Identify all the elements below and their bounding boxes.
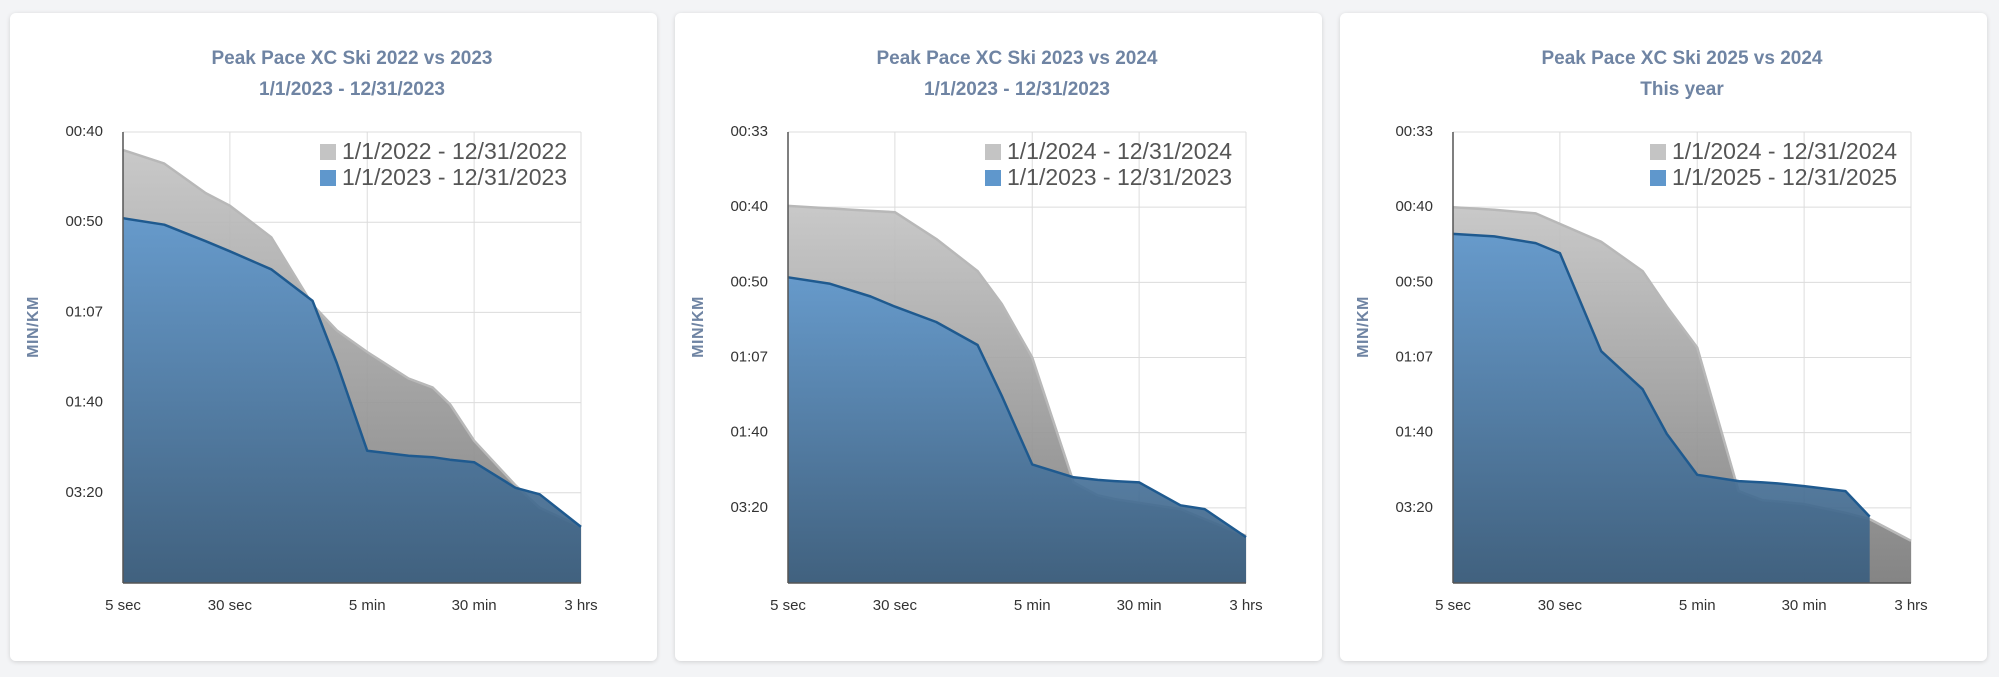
x-tick-label: 3 hrs [1229, 597, 1262, 614]
y-tick-label: 00:50 [1395, 273, 1433, 290]
legend-label: 1/1/2023 - 12/31/2023 [1007, 164, 1232, 190]
legend-swatch [320, 170, 336, 186]
chart-title: Peak Pace XC Ski 2022 vs 2023 [211, 48, 492, 69]
y-tick-label: 01:07 [65, 303, 103, 320]
x-tick-label: 30 sec [873, 597, 918, 614]
y-tick-label: 00:40 [730, 198, 768, 215]
legend-label: 1/1/2024 - 12/31/2024 [1672, 138, 1897, 164]
chart-card: Peak Pace XC Ski 2025 vs 2024 This year MI… [1340, 13, 1987, 661]
y-tick-label: 01:07 [730, 348, 768, 365]
y-axis-label: MIN/KM [1355, 296, 1372, 358]
line [1452, 232, 1871, 518]
chart-subtitle: 1/1/2023 - 12/31/2023 [924, 79, 1110, 100]
legend-swatch [320, 144, 336, 160]
area [1453, 233, 1870, 583]
legend-label: 1/1/2025 - 12/31/2025 [1672, 164, 1897, 190]
y-tick-label: 00:40 [65, 123, 103, 140]
x-tick-label: 5 sec [105, 597, 141, 614]
y-tick-label: 03:20 [65, 484, 103, 501]
legend-swatch [985, 170, 1001, 186]
area [123, 218, 581, 583]
y-axis-label: MIN/KM [690, 296, 707, 358]
y-tick-label: 00:50 [65, 213, 103, 230]
x-tick-label: 5 sec [770, 597, 806, 614]
chart-title: Peak Pace XC Ski 2025 vs 2024 [1541, 48, 1822, 69]
chart-title: Peak Pace XC Ski 2023 vs 2024 [876, 48, 1157, 69]
chart-card: Peak Pace XC Ski 2022 vs 2023 1/1/2023 - … [10, 13, 657, 661]
y-tick-label: 03:20 [1395, 499, 1433, 516]
legend-label: 1/1/2022 - 12/31/2022 [342, 138, 567, 164]
x-tick-label: 5 sec [1435, 597, 1471, 614]
x-tick-label: 30 sec [1538, 597, 1583, 614]
x-tick-label: 5 min [349, 597, 386, 614]
y-tick-label: 00:33 [730, 123, 768, 140]
y-tick-label: 01:07 [1395, 348, 1433, 365]
y-tick-label: 01:40 [1395, 424, 1433, 441]
line [787, 276, 1247, 539]
y-tick-label: 00:33 [1395, 123, 1433, 140]
legend-label: 1/1/2024 - 12/31/2024 [1007, 138, 1232, 164]
x-tick-label: 3 hrs [564, 597, 597, 614]
y-tick-label: 01:40 [65, 394, 103, 411]
x-tick-label: 5 min [1014, 597, 1051, 614]
y-tick-label: 03:20 [730, 499, 768, 516]
y-tick-label: 01:40 [730, 424, 768, 441]
line [122, 148, 582, 529]
legend-swatch [1650, 170, 1666, 186]
y-tick-label: 00:50 [730, 273, 768, 290]
x-tick-label: 30 sec [208, 597, 253, 614]
chart-card: Peak Pace XC Ski 2023 vs 2024 1/1/2023 - … [675, 13, 1322, 661]
legend-label: 1/1/2023 - 12/31/2023 [342, 164, 567, 190]
x-tick-label: 30 min [1782, 597, 1827, 614]
legend-swatch [985, 144, 1001, 160]
x-tick-label: 30 min [1117, 597, 1162, 614]
chart-subtitle: 1/1/2023 - 12/31/2023 [259, 79, 445, 100]
legend-swatch [1650, 144, 1666, 160]
line [122, 216, 582, 528]
y-tick-label: 00:40 [1395, 198, 1433, 215]
x-tick-label: 30 min [452, 597, 497, 614]
y-axis-label: MIN/KM [25, 296, 42, 358]
chart-subtitle: This year [1640, 79, 1724, 100]
x-tick-label: 5 min [1679, 597, 1716, 614]
x-tick-label: 3 hrs [1894, 597, 1927, 614]
